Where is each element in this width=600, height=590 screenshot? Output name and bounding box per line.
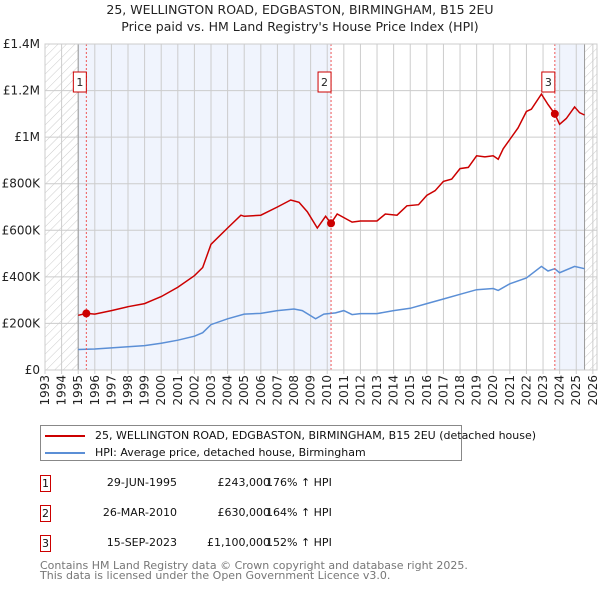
legend-item-property: 25, WELLINGTON ROAD, EDGBASTON, BIRMINGH… (45, 429, 536, 442)
x-tick-label: 2004 (221, 375, 235, 406)
x-tick-label: 2007 (270, 375, 284, 406)
sale-label-box (317, 71, 332, 93)
x-tick-label: 2018 (453, 375, 467, 406)
y-tick-label: £1.4M (3, 37, 40, 51)
sale-number-badge: 3 (40, 535, 51, 552)
legend: 25, WELLINGTON ROAD, EDGBASTON, BIRMINGH… (40, 425, 536, 461)
footer-line-1: Contains HM Land Registry data © Crown c… (40, 559, 468, 572)
sale-label: 1 (76, 76, 83, 89)
y-tick-label: £200K (2, 316, 42, 330)
x-tick-label: 2019 (470, 375, 484, 406)
legend-label: HPI: Average price, detached house, Birm… (95, 446, 366, 459)
y-tick-label: £800K (2, 177, 42, 191)
footer-line-2: This data is licensed under the Open Gov… (40, 569, 391, 582)
x-tick-label: 2000 (154, 375, 168, 406)
x-tick-label: 2025 (569, 375, 583, 406)
y-tick-label: £600K (2, 223, 42, 237)
sale-point (82, 309, 91, 318)
legend-label: 25, WELLINGTON ROAD, EDGBASTON, BIRMINGH… (95, 429, 537, 442)
x-tick-label: 1994 (55, 375, 69, 406)
chart-title: 25, WELLINGTON ROAD, EDGBASTON, BIRMINGH… (106, 2, 494, 17)
legend-item-hpi: HPI: Average price, detached house, Birm… (45, 446, 366, 459)
sale-point (550, 109, 559, 118)
y-tick-label: £1M (14, 130, 40, 144)
x-tick-label: 2021 (503, 375, 517, 406)
y-tick-label: £0 (25, 363, 40, 377)
x-tick-label: 2013 (370, 375, 384, 406)
sale-label: 3 (545, 76, 552, 89)
x-tick-label: 2020 (486, 375, 500, 406)
x-tick-label: 2010 (320, 375, 334, 406)
x-tick-label: 2014 (387, 375, 401, 406)
x-tick-label: 2024 (553, 375, 567, 406)
x-tick-label: 1995 (71, 375, 85, 406)
sale-date: 26-MAR-2010 (102, 506, 177, 519)
sale-point (327, 219, 336, 228)
x-tick-label: 2001 (171, 375, 185, 406)
y-tick-label: £400K (2, 270, 42, 284)
x-tick-label: 2023 (536, 375, 550, 406)
x-tick-label: 1999 (138, 375, 152, 406)
x-tick-label: 2005 (237, 375, 251, 406)
x-tick-label: 2015 (403, 375, 417, 406)
chart-subtitle: Price paid vs. HM Land Registry's House … (121, 19, 479, 34)
sale-number-badge: 2 (40, 505, 51, 522)
sale-hpi-change: 152% ↑ HPI (266, 536, 332, 549)
x-tick-label: 2016 (420, 375, 434, 406)
sale-hpi-change: 176% ↑ HPI (266, 476, 332, 489)
sale-price: £630,000 (217, 506, 271, 519)
shaded-band (78, 44, 332, 370)
x-tick-label: 1998 (121, 375, 135, 406)
y-tick-label: £1.2M (3, 84, 40, 98)
sale-label: 2 (321, 76, 328, 89)
x-tick-label: 2009 (304, 375, 318, 406)
series-line (78, 92, 585, 317)
sale-price: £243,000 (217, 476, 271, 489)
sale-label-box (541, 71, 556, 93)
x-tick-label: 1996 (88, 375, 102, 406)
x-tick-label: 2026 (586, 375, 600, 406)
x-tick-label: 2002 (187, 375, 201, 406)
sale-row: 1 29-JUN-1995 £243,000 176% ↑ HPI (40, 475, 440, 492)
price-chart: 1993 1994 1995 1996 1997 1998 1999 2000 2001 2002… (2, 37, 600, 406)
x-tick-label: 1993 (38, 375, 52, 406)
x-tick-label: 2012 (353, 375, 367, 406)
sale-date: 29-JUN-1995 (106, 476, 177, 489)
legend-swatch-blue (45, 451, 85, 454)
sale-row: 3 15-SEP-2023 £1,100,000 152% ↑ HPI (40, 535, 440, 552)
sale-row: 2 26-MAR-2010 £630,000 164% ↑ HPI (40, 505, 440, 522)
no-data-hatch (584, 44, 597, 370)
legend-swatch-red (45, 434, 85, 437)
x-tick-label: 2022 (519, 375, 533, 406)
sale-hpi-change: 164% ↑ HPI (266, 506, 332, 519)
x-tick-label: 2006 (254, 375, 268, 406)
sale-price: £1,100,000 (207, 536, 270, 549)
x-tick-label: 2003 (204, 375, 218, 406)
x-tick-label: 2017 (436, 375, 450, 406)
plot-border (44, 43, 598, 371)
sale-label-box (72, 71, 87, 93)
x-tick-label: 2008 (287, 375, 301, 406)
x-tick-label: 2011 (337, 375, 351, 406)
series-line (78, 265, 585, 351)
x-tick-label: 1997 (104, 375, 118, 406)
sale-date: 15-SEP-2023 (106, 536, 177, 549)
sale-number-badge: 1 (40, 475, 51, 492)
